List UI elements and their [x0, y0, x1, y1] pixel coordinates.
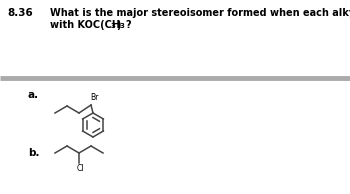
Text: ?: ? [125, 20, 131, 30]
Text: 8.36: 8.36 [7, 8, 33, 18]
Text: Br: Br [90, 93, 98, 102]
Text: 3: 3 [120, 23, 125, 29]
Text: ): ) [116, 20, 120, 30]
Text: What is the major stereoisomer formed when each alkyl halide is treated: What is the major stereoisomer formed wh… [50, 8, 350, 18]
Text: b.: b. [28, 148, 40, 158]
Text: Cl: Cl [77, 164, 84, 173]
Text: 3: 3 [111, 23, 116, 29]
Text: with KOC(CH: with KOC(CH [50, 20, 120, 30]
Text: a.: a. [28, 90, 39, 100]
